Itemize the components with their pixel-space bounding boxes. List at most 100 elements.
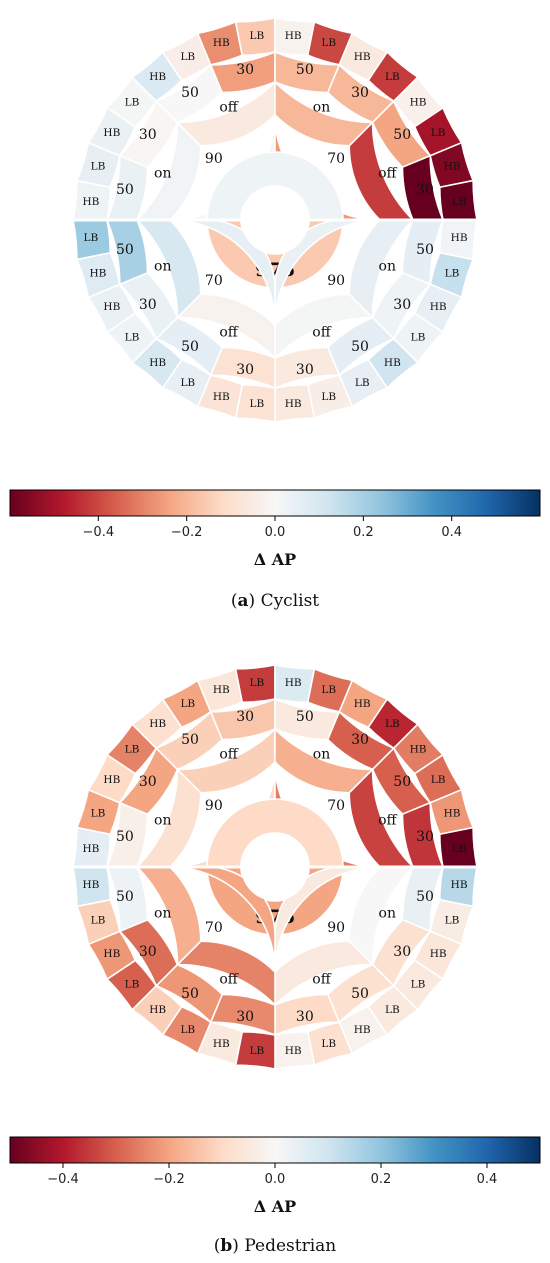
- beam-ring-label: HB: [451, 232, 468, 244]
- beam-ring-label: LB: [445, 915, 460, 927]
- speed-ring-label: 50: [351, 339, 369, 355]
- light-ring-label: off: [219, 324, 238, 340]
- caption-text: Cyclist: [261, 591, 320, 611]
- colorbar-tick-label: 0.2: [353, 525, 374, 540]
- elevation-ring-label: 90: [205, 151, 223, 167]
- speed-ring-label: 50: [116, 829, 134, 845]
- colorbar-tick-label: 0.2: [371, 1172, 392, 1187]
- speed-ring-label: 30: [393, 944, 411, 960]
- light-ring-label: off: [219, 971, 238, 987]
- beam-ring-label: LB: [452, 196, 467, 208]
- beam-ring-label: LB: [125, 744, 140, 756]
- beam-ring-label: LB: [250, 677, 265, 689]
- beam-ring-label: LB: [431, 127, 446, 139]
- speed-ring-label: 50: [296, 709, 314, 725]
- speed-ring-label: 50: [393, 774, 411, 790]
- beam-ring-label: LB: [91, 807, 106, 819]
- colorbar-gradient: [9, 489, 541, 517]
- beam-ring-label: HB: [285, 30, 302, 42]
- beam-ring-label: HB: [354, 698, 371, 710]
- elevation-ring-label: 90: [327, 920, 345, 936]
- speed-ring-label: 30: [416, 182, 434, 198]
- light-ring-label: on: [154, 813, 171, 829]
- elevation-ring-label: 70: [327, 798, 345, 814]
- beam-ring-label: HB: [103, 301, 120, 313]
- speed-ring-label: 30: [139, 297, 157, 313]
- light-ring-label: off: [312, 971, 331, 987]
- light-ring-label: off: [378, 166, 397, 182]
- beam-ring-label: LB: [180, 377, 195, 389]
- beam-ring-label: LB: [125, 978, 140, 990]
- beam-ring-label: LB: [91, 160, 106, 172]
- beam-ring-label: HB: [354, 1024, 371, 1036]
- beam-ring-label: HB: [149, 718, 166, 730]
- speed-ring-label: 30: [296, 362, 314, 378]
- sunburst-hole: [241, 186, 309, 254]
- beam-ring-label: HB: [82, 879, 99, 891]
- sunburst-cyclist: 20090on50HBLB30HBLBoff50HBLB30HBLB70on50…: [72, 17, 478, 423]
- speed-ring-label: 30: [139, 127, 157, 143]
- beam-ring-label: LB: [321, 391, 336, 403]
- colorbar-label: Δ AP: [254, 1197, 296, 1216]
- colorbar-tick-label: 0.0: [265, 525, 286, 540]
- beam-ring-label: HB: [410, 744, 427, 756]
- speed-ring-label: 30: [416, 829, 434, 845]
- beam-ring-label: HB: [354, 51, 371, 63]
- speed-ring-label: 30: [139, 774, 157, 790]
- beam-ring-label: LB: [84, 232, 99, 244]
- beam-ring-label: HB: [430, 301, 447, 313]
- colorbar-tick-label: 0.0: [265, 1172, 286, 1187]
- speed-ring-label: 50: [181, 85, 199, 101]
- speed-ring-label: 50: [296, 62, 314, 78]
- light-ring-label: on: [379, 258, 396, 274]
- speed-ring-label: 50: [181, 986, 199, 1002]
- beam-ring-label: HB: [82, 843, 99, 855]
- speed-ring-label: 50: [116, 182, 134, 198]
- elevation-ring-label: 70: [205, 273, 223, 289]
- panel-cyclist: 20090on50HBLB30HBLBoff50HBLB30HBLB70on50…: [9, 17, 541, 611]
- colorbar-pedestrian: −0.4 −0.2 0.0 0.2 0.4: [9, 1136, 541, 1187]
- speed-ring-label: 30: [236, 362, 254, 378]
- speed-ring-label: 30: [351, 732, 369, 748]
- beam-ring-label: HB: [149, 71, 166, 83]
- beam-ring-label: HB: [103, 948, 120, 960]
- beam-ring-label: LB: [385, 71, 400, 83]
- beam-ring-label: LB: [250, 30, 265, 42]
- beam-ring-label: HB: [384, 357, 401, 369]
- beam-ring-label: HB: [213, 684, 230, 696]
- beam-ring-label: LB: [411, 978, 426, 990]
- beam-ring-label: HB: [213, 1038, 230, 1050]
- panel-pedestrian: 20090on50HBLB30HBLBoff50HBLB30HBLB70on50…: [9, 664, 541, 1256]
- beam-ring-label: LB: [250, 398, 265, 410]
- elevation-ring-label: 90: [327, 273, 345, 289]
- elevation-ring-label: 90: [205, 798, 223, 814]
- light-ring-label: off: [312, 324, 331, 340]
- light-ring-label: off: [378, 813, 397, 829]
- speed-ring-label: 50: [416, 889, 434, 905]
- speed-ring-label: 30: [139, 944, 157, 960]
- beam-ring-label: LB: [411, 331, 426, 343]
- caption-text: Pedestrian: [244, 1236, 336, 1256]
- beam-ring-label: HB: [103, 774, 120, 786]
- beam-ring-label: LB: [321, 684, 336, 696]
- beam-ring-label: HB: [213, 391, 230, 403]
- speed-ring-label: 30: [236, 62, 254, 78]
- beam-ring-label: HB: [103, 127, 120, 139]
- beam-ring-label: LB: [91, 915, 106, 927]
- beam-ring-label: LB: [125, 97, 140, 109]
- light-ring-label: on: [313, 100, 330, 116]
- light-ring-label: on: [379, 905, 396, 921]
- beam-ring-label: LB: [180, 698, 195, 710]
- beam-ring-label: LB: [321, 1038, 336, 1050]
- speed-ring-label: 50: [116, 242, 134, 258]
- sunburst-pedestrian: 20090on50HBLB30HBLBoff50HBLB30HBLB70on50…: [72, 664, 478, 1070]
- beam-ring-label: LB: [355, 377, 370, 389]
- light-ring-label: on: [154, 905, 171, 921]
- speed-ring-label: 30: [393, 297, 411, 313]
- beam-ring-label: LB: [180, 1024, 195, 1036]
- beam-ring-label: HB: [444, 160, 461, 172]
- speed-ring-label: 50: [116, 889, 134, 905]
- beam-ring-label: LB: [385, 1004, 400, 1016]
- light-ring-label: on: [154, 166, 171, 182]
- beam-ring-label: HB: [430, 948, 447, 960]
